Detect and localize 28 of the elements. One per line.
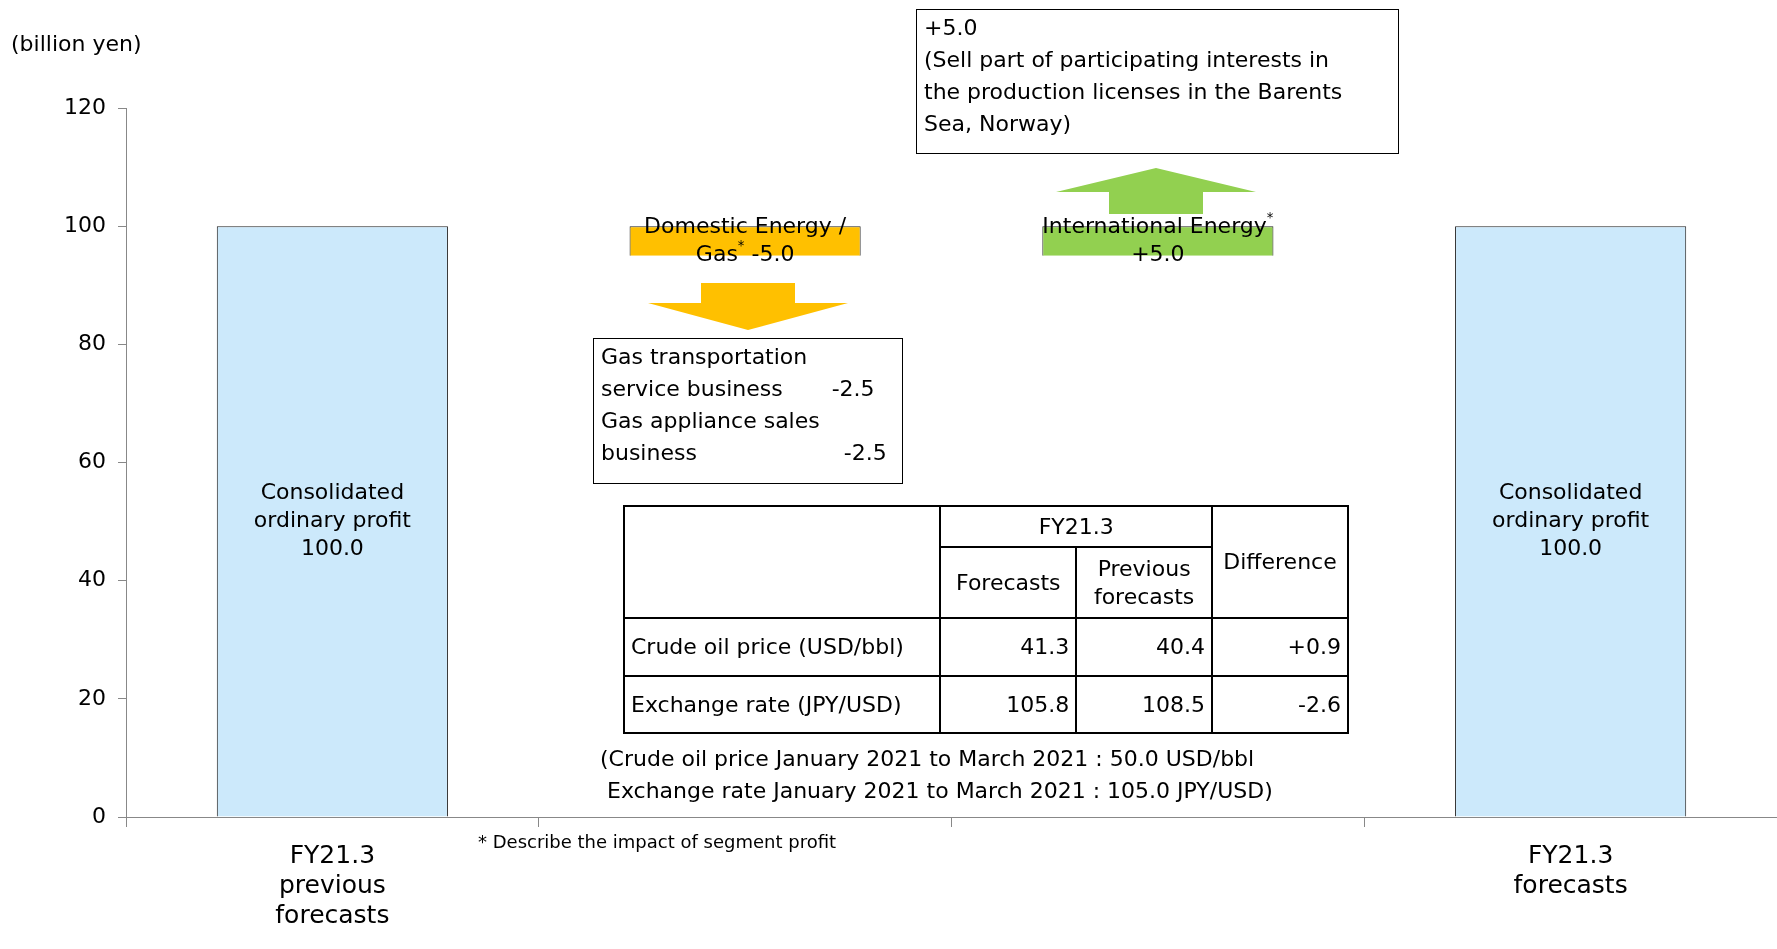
annotation: Previous forecasts bbox=[1076, 547, 1213, 618]
annotation: +0.9 bbox=[1212, 618, 1348, 676]
annotation: Forecasts bbox=[940, 547, 1077, 618]
x-tick-label: FY21.3 previous forecasts bbox=[275, 839, 390, 929]
annotation: Crude oil price (USD/bbl) bbox=[624, 618, 941, 676]
y-tick-label: 120 bbox=[64, 93, 106, 119]
y-tick-label: 100 bbox=[64, 211, 106, 237]
y-tick-label: 80 bbox=[78, 330, 106, 356]
y-tick-label: 40 bbox=[78, 566, 106, 592]
text: * Describe the impact of segment profit bbox=[478, 830, 837, 854]
annotation: 105.8 bbox=[940, 676, 1077, 733]
annotation: 41.3 bbox=[940, 618, 1077, 676]
x-tick-label: FY21.3 forecasts bbox=[1513, 839, 1628, 899]
annotation: Difference bbox=[1212, 506, 1348, 618]
y-tick-label: 20 bbox=[78, 684, 106, 710]
y-axis-title: (billion yen) bbox=[11, 30, 142, 58]
data-label: Consolidated ordinary profit 100.0 bbox=[253, 479, 412, 561]
y-tick-label: 0 bbox=[92, 802, 106, 828]
annotation: Gas transportation service business -2.5 Gas appliance sales business -2.5 bbox=[593, 338, 903, 484]
data-label: Consolidated ordinary profit 100.0 bbox=[1492, 479, 1650, 561]
annotation: (Crude oil price January 2021 to March 2021 : 50.0 USD/bbl Exchange rate January 2021 to March 2021 : 105.0 JPY/USD) bbox=[600, 745, 1273, 805]
annotation: +5.0 (Sell part of participating interests in the production licenses in the Barents Sea, Norway) bbox=[916, 9, 1399, 154]
annotation: 40.4 bbox=[1076, 618, 1213, 676]
annotation: 108.5 bbox=[1076, 676, 1213, 733]
annotation: FY21.3 bbox=[940, 506, 1213, 547]
annotation: Exchange rate (JPY/USD) bbox=[624, 676, 941, 733]
annotation: -2.6 bbox=[1212, 676, 1348, 733]
y-tick-label: 60 bbox=[78, 448, 106, 474]
